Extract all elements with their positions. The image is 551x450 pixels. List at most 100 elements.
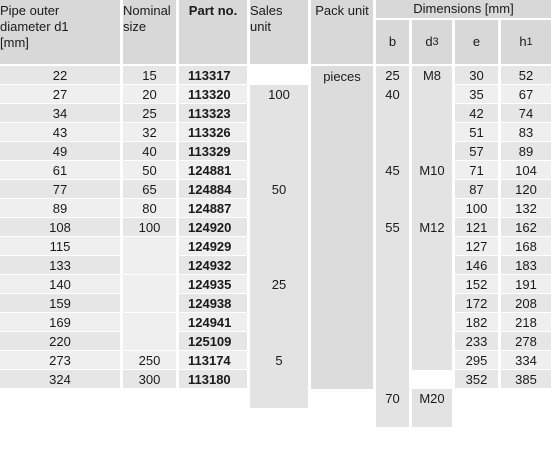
dimension-e-cell: 172 — [452, 294, 498, 313]
pipe-outer-diameter-cell: 43 — [0, 123, 120, 142]
nominal-size-cell: 50 — [120, 161, 176, 180]
dimension-h1-cell: 74 — [498, 104, 551, 123]
d3-cell: M10 — [409, 161, 452, 218]
pipe-outer-diameter-cell: 324 — [0, 370, 120, 389]
header-h1-sub: 1 — [526, 36, 533, 48]
dimension-h1-cell: 52 — [498, 66, 551, 85]
pipe-outer-diameter-cell: 115 — [0, 237, 120, 256]
part-number-cell: 124887 — [176, 199, 247, 218]
part-number-cell: 113317 — [176, 66, 247, 85]
d3-cell: M8 — [409, 66, 452, 161]
pipe-outer-diameter-cell: 89 — [0, 199, 120, 218]
dimension-e-cell: 57 — [452, 142, 498, 161]
header-sales-line2: unit — [250, 19, 271, 34]
dimension-e-cell: 352 — [452, 370, 498, 389]
part-number-cell: 113326 — [176, 123, 247, 142]
b-cell: 45 — [373, 161, 409, 218]
part-number-cell: 113180 — [176, 370, 247, 389]
dimension-e-cell: 152 — [452, 275, 498, 294]
header-b: b — [373, 20, 409, 66]
pipe-outer-diameter-cell: 77 — [0, 180, 120, 199]
b-cell: 70 — [373, 389, 409, 427]
b-cell: 25 — [373, 66, 409, 85]
dimension-e-cell: 233 — [452, 332, 498, 351]
header-e: e — [452, 20, 498, 66]
dimension-e-cell: 182 — [452, 313, 498, 332]
pipe-outer-diameter-cell: 27 — [0, 85, 120, 104]
sales-unit-cell: 50 — [247, 180, 308, 275]
pipe-outer-diameter-cell: 159 — [0, 294, 120, 313]
pipe-outer-diameter-cell: 61 — [0, 161, 120, 180]
part-number-cell: 124938 — [176, 294, 247, 313]
pipe-outer-diameter-cell: 140 — [0, 275, 120, 294]
dimension-h1-cell: 183 — [498, 256, 551, 275]
dimension-h1-cell: 385 — [498, 370, 551, 389]
nominal-size-cell — [120, 275, 176, 313]
dimension-h1-cell: 218 — [498, 313, 551, 332]
part-number-cell: 125109 — [176, 332, 247, 351]
header-part-no: Part no. — [176, 0, 247, 66]
header-pack-unit: Pack unit — [308, 0, 373, 66]
dimension-h1-cell: 334 — [498, 351, 551, 370]
dimension-h1-cell: 208 — [498, 294, 551, 313]
part-number-cell: 124935 — [176, 275, 247, 294]
dimension-e-cell: 127 — [452, 237, 498, 256]
header-pipe-outer-line3: [mm] — [0, 35, 29, 50]
part-number-cell: 124941 — [176, 313, 247, 332]
header-d3-sub: 3 — [432, 36, 439, 48]
part-number-cell: 124881 — [176, 161, 247, 180]
nominal-size-cell — [120, 313, 176, 351]
nominal-size-cell: 32 — [120, 123, 176, 142]
b-cell: 55 — [373, 218, 409, 351]
nominal-size-cell: 65 — [120, 180, 176, 199]
product-dimensions-table: Pipe outer diameter d1 [mm] Nominal size… — [0, 0, 551, 427]
d3-cell: M12 — [409, 218, 452, 370]
dimension-h1-cell: 132 — [498, 199, 551, 218]
dimension-h1-cell: 162 — [498, 218, 551, 237]
sales-unit-cell: 25 — [247, 275, 308, 351]
part-number-cell: 113174 — [176, 351, 247, 370]
pipe-outer-diameter-cell: 169 — [0, 313, 120, 332]
dimension-h1-cell: 89 — [498, 142, 551, 161]
part-number-cell: 124884 — [176, 180, 247, 199]
nominal-size-cell: 25 — [120, 104, 176, 123]
sales-unit-cell: 100 — [247, 85, 308, 180]
header-sales-unit: Sales unit — [247, 0, 308, 66]
part-number-cell: 124932 — [176, 256, 247, 275]
pipe-outer-diameter-cell: 220 — [0, 332, 120, 351]
nominal-size-cell: 40 — [120, 142, 176, 161]
dimension-e-cell: 51 — [452, 123, 498, 142]
dimension-h1-cell: 278 — [498, 332, 551, 351]
nominal-size-cell: 80 — [120, 199, 176, 218]
header-pipe-outer-line2: diameter d1 — [0, 19, 69, 34]
dimension-e-cell: 42 — [452, 104, 498, 123]
dimension-e-cell: 121 — [452, 218, 498, 237]
nominal-size-cell: 250 — [120, 351, 176, 370]
part-number-cell: 124920 — [176, 218, 247, 237]
pipe-outer-diameter-cell: 133 — [0, 256, 120, 275]
pipe-outer-diameter-cell: 273 — [0, 351, 120, 370]
part-number-cell: 124929 — [176, 237, 247, 256]
dimension-e-cell: 71 — [452, 161, 498, 180]
header-nominal-size: Nominal size — [120, 0, 176, 66]
d3-cell: M20 — [409, 389, 452, 427]
dimension-e-cell: 100 — [452, 199, 498, 218]
part-number-cell: 113329 — [176, 142, 247, 161]
header-pipe-outer-line1: Pipe outer — [0, 3, 60, 18]
header-nominal-line2: size — [123, 19, 147, 34]
dimension-h1-cell: 83 — [498, 123, 551, 142]
header-h1-main: h — [519, 34, 527, 49]
dimension-h1-cell: 191 — [498, 275, 551, 294]
b-cell-empty — [373, 351, 409, 389]
pack-unit-cell: pieces — [308, 66, 373, 389]
header-d3-main: d — [425, 34, 433, 49]
part-number-cell: 113320 — [176, 85, 247, 104]
pipe-outer-diameter-cell: 22 — [0, 66, 120, 85]
pipe-outer-diameter-cell: 49 — [0, 142, 120, 161]
nominal-size-cell — [120, 237, 176, 275]
sales-unit-cell: 5 — [247, 351, 308, 408]
dimension-h1-cell: 120 — [498, 180, 551, 199]
dimension-h1-cell: 104 — [498, 161, 551, 180]
